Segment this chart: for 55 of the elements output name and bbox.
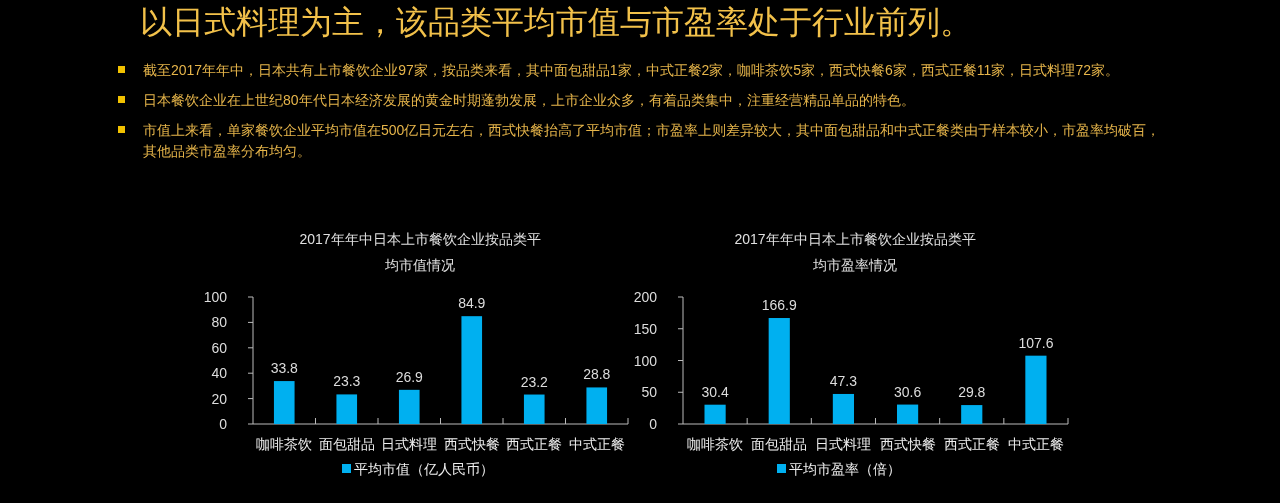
y-tick-label: 20 [211, 390, 228, 407]
y-tick-label: 100 [203, 289, 228, 305]
legend-label: 平均市值（亿人民币） [354, 461, 494, 477]
y-tick-label: 200 [633, 289, 658, 305]
bar [273, 381, 295, 424]
bar [897, 404, 919, 424]
x-tick-label: 西式快餐 [879, 436, 936, 452]
bar [398, 389, 420, 424]
bar [961, 405, 983, 424]
chart-title: 2017年年中日本上市餐饮企业按品类平均市盈率情况 [733, 230, 977, 275]
bar [461, 316, 483, 424]
y-tick-label: 40 [211, 365, 228, 382]
data-label: 26.9 [395, 368, 424, 385]
chart-title: 2017年年中日本上市餐饮企业按品类平均市值情况 [298, 230, 542, 275]
data-label: 23.3 [333, 373, 361, 390]
x-tick-label: 咖啡茶饮 [687, 436, 744, 452]
bar [832, 393, 854, 424]
data-label: 33.8 [270, 360, 299, 377]
text: 日本餐饮企业在上世纪80年代日本经济发展的黄金时期蓬勃发展，上市企业众多，有着品类集中，注重经营精品单品的特色。 [143, 92, 915, 108]
x-tick-label: 咖啡茶饮 [256, 436, 313, 452]
y-tick-label: 50 [641, 384, 658, 401]
legend-label: 平均市盈率（倍） [789, 461, 901, 477]
y-tick-label: 80 [211, 314, 228, 331]
data-label: 107.6 [1018, 334, 1054, 351]
bar [704, 404, 726, 424]
data-label: 47.3 [829, 372, 858, 389]
x-tick-label: 西式正餐 [506, 436, 563, 452]
data-label: 23.2 [520, 373, 549, 390]
data-label: 84.9 [458, 295, 486, 312]
bar [523, 394, 545, 424]
y-tick-label: 100 [633, 352, 658, 369]
x-tick-label: 日式料理 [815, 436, 872, 452]
bar [1025, 355, 1047, 424]
x-tick-label: 西式正餐 [943, 436, 1000, 452]
y-tick-label: 0 [219, 416, 228, 432]
x-tick-label: 中式正餐 [568, 436, 625, 452]
data-label: 30.4 [701, 383, 729, 400]
y-tick-label: 150 [633, 320, 658, 337]
data-label: 29.8 [958, 384, 986, 401]
y-tick-label: 60 [211, 339, 228, 356]
bar [768, 318, 790, 424]
bar [336, 394, 358, 424]
data-label: 166.9 [761, 297, 797, 314]
text: 市值上来看，单家餐饮企业平均市值在500亿日元左右，西式快餐抬高了平均市值；市盈率上则差异较大，其中面包甜品和中式正餐类由于样本较小，市盈率均破百，其他品类市盈率分布均匀。 [143, 122, 1161, 159]
data-label: 28.8 [583, 366, 611, 383]
text: 截至2017年年中，日本共有上市餐饮企业97家，按品类来看，其中面包甜品1家，中式正餐2家，咖啡茶饮5家，西式快餐6家，西式正餐11家，日式料理72家。 [143, 62, 1119, 78]
x-tick-label: 西式快餐 [443, 436, 500, 452]
x-tick-label: 中式正餐 [1007, 436, 1064, 452]
bar [586, 387, 608, 424]
y-tick-label: 0 [649, 416, 658, 432]
data-label: 30.6 [893, 383, 922, 400]
x-tick-label: 面包甜品 [318, 436, 375, 452]
x-tick-label: 面包甜品 [751, 436, 808, 452]
text: 以日式料理为主，该品类平均市值与市盈率处于行业前列。 [140, 3, 972, 42]
x-tick-label: 日式料理 [381, 436, 438, 452]
